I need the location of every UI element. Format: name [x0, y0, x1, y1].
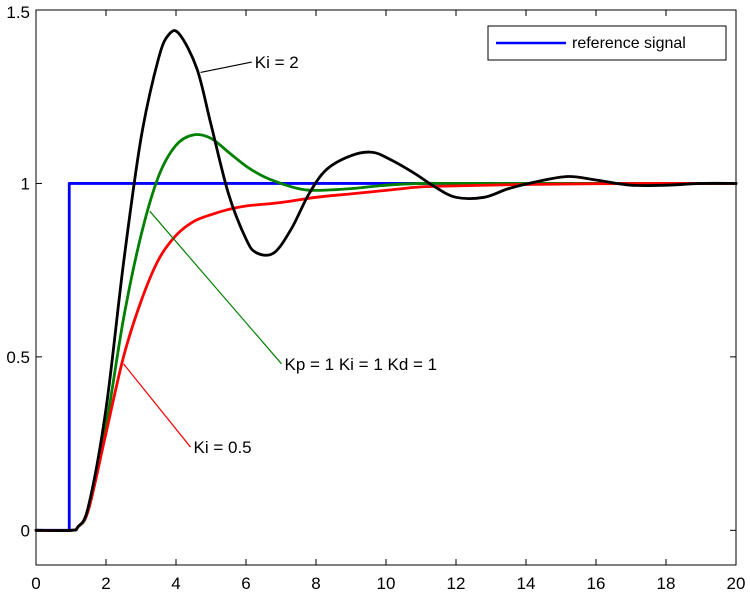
- x-tick-label: 8: [311, 574, 320, 593]
- annotation-label-kp-1-ki-1-kd-1: Kp = 1 Ki = 1 Kd = 1: [285, 355, 438, 374]
- annotation-label-ki-2: Ki = 2: [255, 53, 299, 72]
- plot-background: [36, 10, 736, 565]
- x-tick-label: 6: [241, 574, 250, 593]
- y-tick-label: 1.5: [6, 3, 30, 22]
- x-tick-label: 18: [657, 574, 676, 593]
- x-tick-label: 16: [587, 574, 606, 593]
- annotation-leader-ki-0-5: [123, 363, 191, 448]
- legend-label-reference-signal: reference signal: [572, 35, 686, 52]
- x-tick-label: 4: [171, 574, 180, 593]
- x-tick-label: 12: [447, 574, 466, 593]
- annotation-leader-ki-2: [200, 61, 252, 74]
- x-tick-label: 20: [727, 574, 746, 593]
- x-axis-ticks: 0 2 4 6 8 10 12 14 16 18 20: [31, 10, 745, 593]
- legend: reference signal: [487, 25, 727, 61]
- series-line-ki-2: [34, 29, 738, 532]
- series-line-ki-0-5: [34, 182, 738, 532]
- y-tick-label: 0: [21, 521, 30, 540]
- annotations: Ki = 2 Kp = 1 Ki = 1 Kd = 1 Ki = 0.5: [123, 53, 438, 457]
- annotation-leader-kp-1-ki-1-kd-1: [149, 210, 282, 365]
- x-tick-label: 10: [377, 574, 396, 593]
- y-tick-label: 0.5: [6, 348, 30, 367]
- x-tick-label: 2: [101, 574, 110, 593]
- x-tick-label: 14: [517, 574, 536, 593]
- curves: [34, 29, 738, 532]
- x-tick-label: 0: [31, 574, 40, 593]
- series-line-kp-1-ki-1-kd-1: [34, 133, 738, 532]
- y-tick-label: 1: [21, 174, 30, 193]
- y-axis-ticks: 0 0.5 1 1.5: [6, 3, 736, 540]
- annotation-label-ki-0-5: Ki = 0.5: [194, 438, 252, 457]
